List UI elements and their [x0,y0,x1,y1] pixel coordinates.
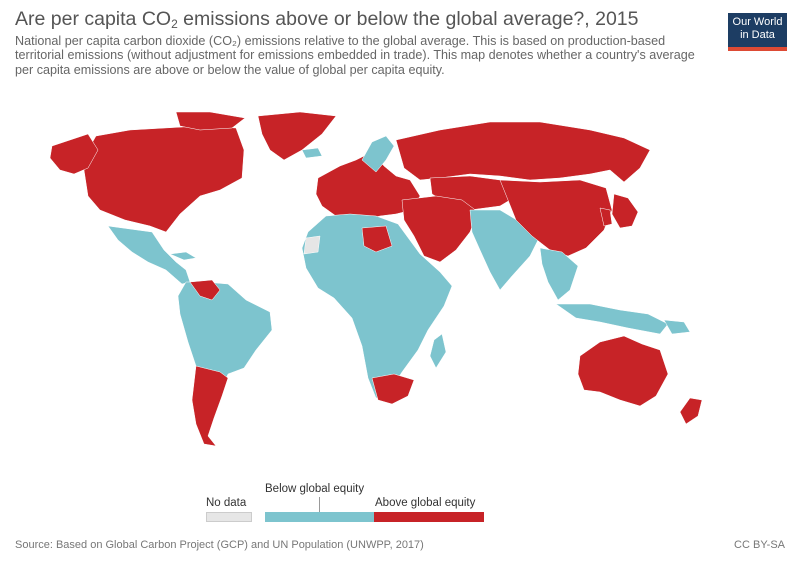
chart-title: Are per capita CO2 emissions above or be… [15,8,639,31]
legend-below-tick [319,497,320,512]
region-arctic-islands[interactable] [175,111,246,131]
legend-no-data-label: No data [206,497,247,509]
region-china[interactable] [499,179,613,257]
logo-line-2: in Data [740,29,775,41]
region-southeast-asia[interactable] [539,247,579,301]
logo-line-1: Our World [732,16,783,28]
region-argentina-chile[interactable] [191,365,229,447]
region-madagascar[interactable] [429,333,447,369]
legend-no-data-swatch[interactable] [206,512,252,522]
region-south-africa[interactable] [371,373,415,405]
logo-accent-bar [728,47,787,51]
region-africa[interactable] [301,213,453,399]
region-canada-usa[interactable] [83,125,245,233]
region-western-sahara[interactable] [303,235,321,255]
region-japan[interactable] [611,193,639,229]
region-south-asia[interactable] [469,209,541,291]
region-papua-new-guinea[interactable] [663,319,691,335]
legend-above-swatch[interactable] [374,512,484,522]
region-korea[interactable] [599,207,613,227]
region-australia[interactable] [577,335,669,407]
region-greenland[interactable] [257,111,337,161]
legend-below-swatch[interactable] [265,512,374,522]
region-iceland[interactable] [301,147,323,159]
owid-logo[interactable]: Our World in Data [728,13,787,51]
region-cuba[interactable] [169,251,197,261]
region-alaska[interactable] [49,133,99,175]
legend-above-label: Above global equity [375,497,476,509]
region-russia[interactable] [395,121,651,183]
license-link[interactable]: CC BY-SA [734,539,785,551]
region-south-america[interactable] [177,281,273,393]
source-note: Source: Based on Global Carbon Project (… [15,539,424,551]
region-scandinavia[interactable] [361,135,395,173]
region-libya[interactable] [361,225,393,253]
region-new-zealand[interactable] [679,397,703,425]
chart-subtitle: National per capita carbon dioxide (CO₂)… [15,34,695,77]
region-indonesia[interactable] [555,303,669,335]
legend-below-label: Below global equity [265,483,365,495]
region-venezuela[interactable] [189,279,221,301]
region-middle-east[interactable] [401,195,479,263]
